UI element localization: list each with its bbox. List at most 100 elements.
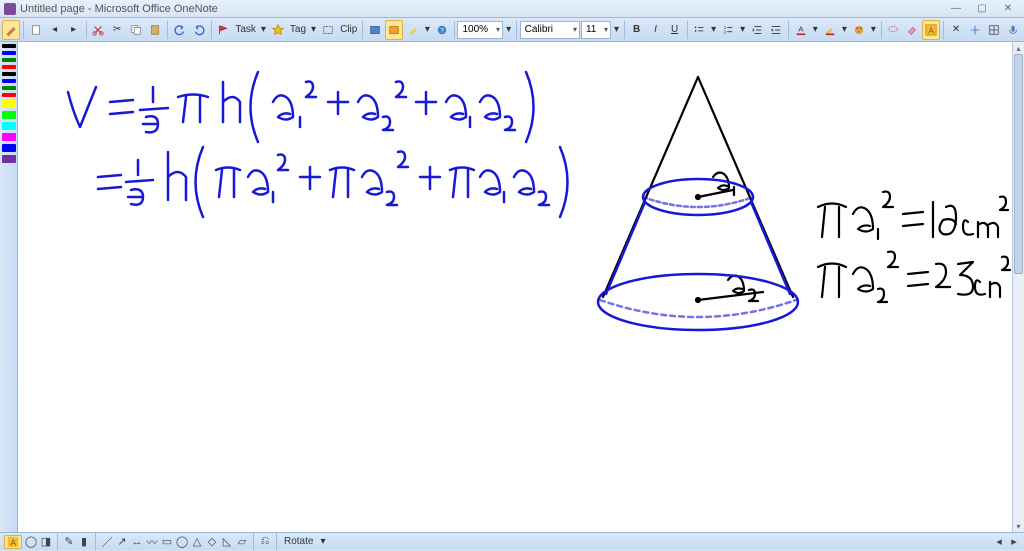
scroll-right[interactable]: ▸	[1008, 536, 1020, 548]
ink-layer	[18, 42, 1012, 532]
zoom-combo[interactable]: 100%	[457, 21, 503, 39]
indent-button[interactable]	[767, 20, 785, 40]
ellipse-shape[interactable]: ◯	[176, 536, 188, 548]
arrow-shape[interactable]: ↗	[116, 536, 128, 548]
pen-swatch[interactable]	[2, 51, 16, 55]
vertical-scrollbar[interactable]: ▴ ▾	[1012, 42, 1024, 532]
pen-swatch[interactable]	[2, 44, 16, 48]
titlebar: Untitled page - Microsoft Office OneNote…	[0, 0, 1024, 18]
highlighter-tool[interactable]: ▮	[78, 536, 90, 548]
screen-icon	[369, 23, 381, 37]
parallelogram-shape[interactable]: ▱	[236, 536, 248, 548]
size-dropdown[interactable]: ▾	[612, 24, 621, 35]
highlight-button[interactable]	[404, 20, 422, 40]
triangle-shape[interactable]: △	[191, 536, 203, 548]
eraser-tool[interactable]: ◨	[40, 536, 52, 548]
pen-swatch[interactable]	[2, 93, 16, 97]
redo-button[interactable]	[190, 20, 208, 40]
numbering-button[interactable]: 12	[719, 20, 737, 40]
bottom-toolbar: A ◯ ◨ ✎ ▮ ／ ↗ ↔ 〰 ▭ ◯ △ ◇ ◺ ▱ ⎌ Rotate ▾…	[0, 532, 1024, 550]
highlighter2-button[interactable]	[821, 20, 839, 40]
eraser-button[interactable]	[903, 20, 921, 40]
scroll-left[interactable]: ◂	[993, 536, 1005, 548]
page-icon	[30, 23, 42, 37]
bullets-button[interactable]	[690, 20, 708, 40]
insert-space-button[interactable]	[966, 20, 984, 40]
pen-swatch[interactable]	[2, 111, 16, 119]
rect-shape[interactable]: ▭	[161, 536, 173, 548]
pen-sidebar	[0, 42, 18, 532]
pen-swatch[interactable]	[2, 79, 16, 83]
sendback-button[interactable]: ⎌	[259, 536, 271, 548]
tag-label: Tag	[288, 24, 308, 35]
pen-swatch[interactable]	[2, 86, 16, 90]
task-dropdown[interactable]: ▾	[259, 24, 268, 35]
maximize-button[interactable]: ▢	[970, 2, 994, 16]
cut2-button[interactable]: ✂	[108, 20, 126, 40]
zoom-value: 100%	[462, 24, 488, 35]
task-label: Task	[233, 24, 258, 35]
svg-text:?: ?	[440, 27, 444, 34]
tag-button[interactable]	[269, 20, 287, 40]
cut-button[interactable]	[89, 20, 107, 40]
record-button[interactable]	[1004, 20, 1022, 40]
tag-dropdown[interactable]: ▾	[309, 24, 318, 35]
clip-button[interactable]	[319, 20, 337, 40]
pen-swatch[interactable]	[2, 58, 16, 62]
pen-swatch[interactable]	[2, 122, 16, 130]
indent-icon	[770, 23, 782, 37]
task-button[interactable]	[214, 20, 232, 40]
pen-swatch[interactable]	[2, 65, 16, 69]
scroll-down-arrow[interactable]: ▾	[1013, 520, 1024, 532]
pen-tool[interactable]: ✎	[63, 536, 75, 548]
space-icon	[969, 23, 981, 37]
scroll-thumb[interactable]	[1014, 54, 1023, 274]
curve-shape[interactable]: 〰	[146, 536, 158, 548]
lasso-tool[interactable]: ◯	[25, 536, 37, 548]
right-triangle-shape[interactable]: ◺	[221, 536, 233, 548]
pen-swatch[interactable]	[2, 72, 16, 76]
copy-icon	[130, 23, 142, 37]
textmode-button[interactable]: A	[922, 20, 940, 40]
help-button[interactable]: ?	[433, 20, 451, 40]
fontsize-combo[interactable]: 11	[581, 21, 611, 39]
rotate-dropdown[interactable]: ▾	[318, 536, 327, 547]
pen-swatch[interactable]	[2, 133, 16, 141]
hl-dropdown[interactable]: ▾	[423, 24, 432, 35]
help-icon: ?	[436, 23, 448, 37]
pen-swatch[interactable]	[2, 144, 16, 152]
pen-swatch[interactable]	[2, 100, 16, 108]
zoom-dropdown[interactable]: ▾	[504, 24, 513, 35]
outdent-button[interactable]	[748, 20, 766, 40]
minimize-button[interactable]: —	[944, 2, 968, 16]
delete-button[interactable]: ✕	[947, 20, 965, 40]
text-tool-button[interactable]: A	[4, 535, 22, 549]
fontcolor-button[interactable]: A	[792, 20, 810, 40]
bold-button[interactable]: B	[628, 20, 646, 40]
diamond-shape[interactable]: ◇	[206, 536, 218, 548]
copy-button[interactable]	[127, 20, 145, 40]
scroll-up-arrow[interactable]: ▴	[1013, 42, 1024, 54]
forward-button[interactable]: ▸	[65, 20, 83, 40]
double-arrow-shape[interactable]: ↔	[131, 536, 143, 548]
paste-button[interactable]	[146, 20, 164, 40]
font-combo[interactable]: Calibri	[520, 21, 580, 39]
palette-icon	[853, 23, 865, 37]
table-button[interactable]	[985, 20, 1003, 40]
font-name: Calibri	[525, 24, 553, 35]
italic-button[interactable]: I	[647, 20, 665, 40]
pen-tool-button[interactable]	[2, 20, 20, 40]
close-button[interactable]: ✕	[996, 2, 1020, 16]
ink-color-button[interactable]	[850, 20, 868, 40]
outlook-button[interactable]	[385, 20, 403, 40]
canvas[interactable]	[18, 42, 1012, 532]
line-shape[interactable]: ／	[101, 536, 113, 548]
underline-button[interactable]: U	[666, 20, 684, 40]
clipboard-icon	[149, 23, 161, 37]
draw-button[interactable]	[884, 20, 902, 40]
back-button[interactable]: ◂	[46, 20, 64, 40]
undo-button[interactable]	[171, 20, 189, 40]
fullscreen-button[interactable]	[366, 20, 384, 40]
new-button[interactable]	[27, 20, 45, 40]
pen-swatch[interactable]	[2, 155, 16, 163]
